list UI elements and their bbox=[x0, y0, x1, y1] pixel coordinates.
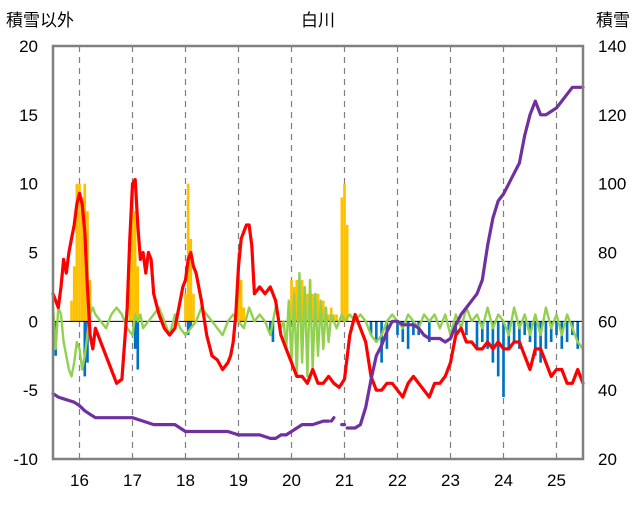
x-tick-label-25: 25 bbox=[547, 471, 566, 490]
snowfall-bar-36 bbox=[555, 321, 558, 336]
snowfall-bar-14 bbox=[401, 321, 405, 342]
precip-bar-38 bbox=[343, 183, 346, 322]
snowfall-bar-25 bbox=[496, 321, 500, 377]
precip-bar-23 bbox=[300, 280, 304, 322]
precip-bar-25 bbox=[306, 293, 309, 322]
snowfall-bar-5 bbox=[186, 321, 190, 336]
precip-bar-19 bbox=[290, 280, 293, 322]
snowfall-bar-3 bbox=[133, 321, 137, 349]
y-right-tick-label-0: 20 bbox=[598, 450, 617, 469]
y-left-tick-label-3: 5 bbox=[29, 244, 38, 263]
snowfall-bar-33 bbox=[539, 321, 542, 363]
snowfall-bar-10 bbox=[374, 321, 378, 342]
precip-bar-2 bbox=[75, 183, 79, 322]
snowfall-bar-13 bbox=[396, 321, 399, 336]
x-tick-label-20: 20 bbox=[282, 471, 301, 490]
precip-bar-36 bbox=[335, 314, 338, 322]
precip-bar-11 bbox=[136, 266, 140, 322]
precip-bar-27 bbox=[311, 293, 315, 322]
x-tick-label-18: 18 bbox=[176, 471, 195, 490]
y-left-tick-label-6: 20 bbox=[19, 37, 38, 56]
x-tick-label-21: 21 bbox=[335, 471, 354, 490]
temperature-line bbox=[51, 177, 585, 399]
precip-bar-1 bbox=[72, 266, 76, 322]
plot-frame bbox=[51, 44, 585, 461]
snow-depth-line-3 bbox=[345, 85, 585, 430]
precip-bar-12 bbox=[184, 293, 187, 322]
y-left-tick-label-5: 15 bbox=[19, 106, 38, 125]
sunshine-line bbox=[51, 271, 585, 378]
snowfall-bar-15 bbox=[406, 321, 410, 349]
axis-layer: 16 17 18 19 20 21 22 23 24 25 -10 -5 0 5 10 15 20 20 40 60 8… bbox=[13, 37, 626, 490]
x-tick-label-22: 22 bbox=[388, 471, 407, 490]
precip-bar-37 bbox=[340, 197, 344, 322]
x-tick-label-16: 16 bbox=[70, 471, 89, 490]
precip-bar-14 bbox=[189, 238, 193, 322]
x-tick-label-17: 17 bbox=[123, 471, 142, 490]
precip-bar-29 bbox=[316, 293, 320, 322]
precip-bar-0 bbox=[70, 300, 73, 322]
precip-bar-39 bbox=[345, 224, 349, 322]
snowfall-bar-32 bbox=[533, 321, 537, 356]
x-tick-label-23: 23 bbox=[441, 471, 460, 490]
precip-bar-13 bbox=[186, 183, 190, 322]
snowfall-bar-22 bbox=[480, 321, 484, 342]
x-tick-label-24: 24 bbox=[494, 471, 513, 490]
precip-bar-7 bbox=[88, 280, 92, 322]
y-axis-label-left: 積雪以外 bbox=[6, 11, 74, 30]
y-left-tick-label-2: 0 bbox=[29, 312, 38, 331]
precip-bar-33 bbox=[327, 314, 330, 322]
snowfall-bar-21 bbox=[475, 321, 479, 349]
snow-depth-line-0 bbox=[51, 392, 331, 440]
precip-bar-15 bbox=[192, 293, 195, 322]
y-left-tick-label-0: -10 bbox=[13, 450, 38, 469]
precip-bar-31 bbox=[321, 300, 325, 322]
x-tick-label-19: 19 bbox=[229, 471, 248, 490]
precip-bar-9 bbox=[131, 183, 134, 322]
snowfall-bar-18 bbox=[427, 321, 431, 342]
snowfall-bar-7 bbox=[268, 321, 272, 336]
snowfall-bar-16 bbox=[412, 321, 415, 336]
snowfall-bar-29 bbox=[518, 321, 521, 349]
precip-bar-4 bbox=[80, 197, 84, 322]
snow-depth-line-1 bbox=[329, 416, 336, 423]
y-left-tick-label-1: -5 bbox=[23, 381, 38, 400]
snowfall-bar-9 bbox=[369, 321, 373, 336]
snowfall-bar-8 bbox=[271, 321, 275, 342]
precip-bar-35 bbox=[332, 314, 336, 322]
precip-bar-17 bbox=[239, 280, 243, 322]
snowfall-bar-6 bbox=[189, 321, 193, 329]
snowfall-bar-4 bbox=[136, 321, 140, 370]
y-right-tick-label-1: 40 bbox=[598, 381, 617, 400]
snowfall-bar-34 bbox=[544, 321, 548, 349]
snowfall-bar-38 bbox=[565, 321, 569, 342]
snowfall-bar-30 bbox=[523, 321, 527, 336]
snowfall-bar-35 bbox=[549, 321, 553, 342]
line-layer bbox=[51, 85, 585, 440]
snowfall-bar-28 bbox=[512, 321, 516, 342]
chart-title: 白川 bbox=[301, 11, 335, 30]
precip-bar-18 bbox=[242, 307, 246, 322]
y-right-tick-label-6: 140 bbox=[598, 37, 626, 56]
snowfall-bar-40 bbox=[576, 321, 580, 349]
y-right-tick-label-4: 100 bbox=[598, 175, 626, 194]
precip-bar-21 bbox=[295, 280, 299, 322]
snowfall-bar-23 bbox=[486, 321, 489, 349]
precip-bar-3 bbox=[78, 183, 81, 322]
snowfall-bar-24 bbox=[491, 321, 495, 363]
y-right-tick-label-2: 60 bbox=[598, 312, 617, 331]
y-right-tick-label-3: 80 bbox=[598, 244, 617, 263]
snowfall-bar-26 bbox=[502, 321, 505, 398]
precip-bar-10 bbox=[133, 211, 137, 322]
snowfall-bar-20 bbox=[465, 321, 468, 336]
y-right-tick-label-5: 120 bbox=[598, 106, 626, 125]
y-left-tick-label-4: 10 bbox=[19, 175, 38, 194]
y-axis-label-right: 積雪 bbox=[596, 11, 630, 30]
precip-bar-8 bbox=[128, 238, 132, 322]
